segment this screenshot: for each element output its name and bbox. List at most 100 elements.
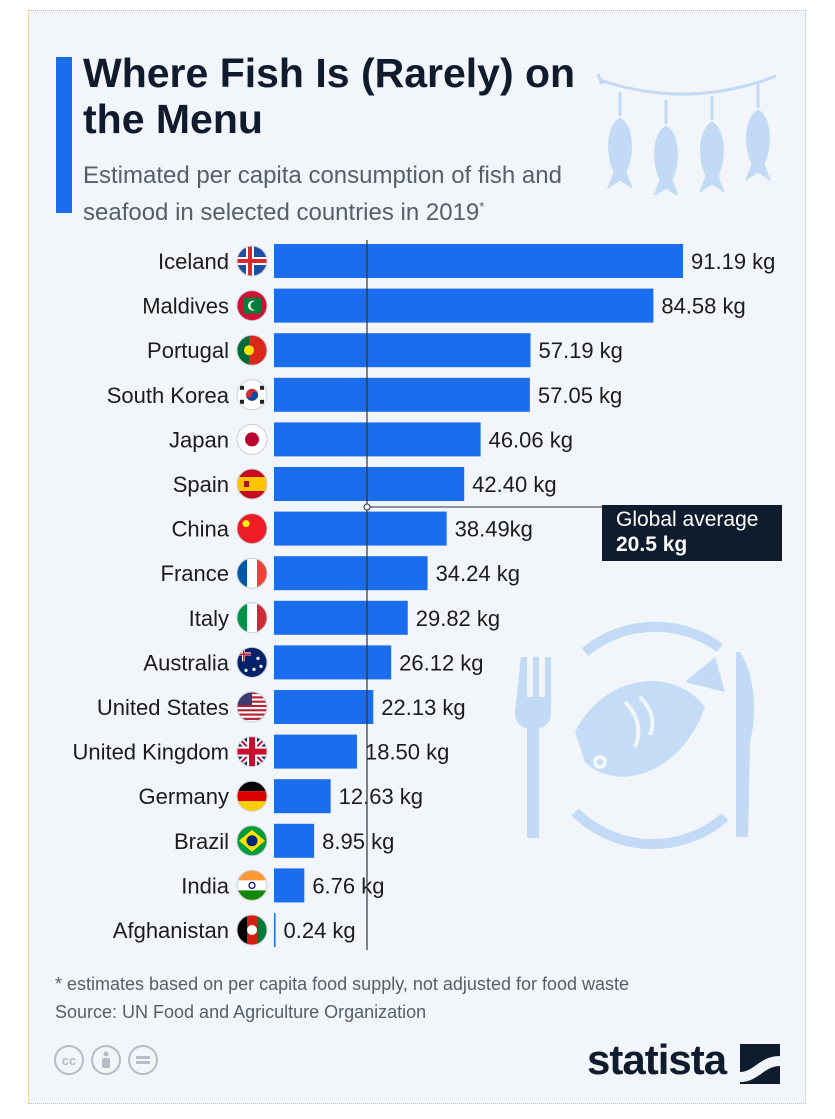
bar-row-spain: Spain 42.40 kg: [173, 467, 557, 501]
bar-row-china: China 38.49kg: [172, 511, 533, 546]
chart-title: Where Fish Is (Rarely) on the Menu: [83, 50, 576, 142]
bar-row-united-kingdom: United Kingdom 18.50 kg: [72, 734, 449, 769]
bar-row-portugal: Portugal 57.19 kg: [147, 333, 623, 368]
statista-logo-text: statista: [587, 1036, 727, 1083]
value-label: 0.24 kg: [284, 918, 356, 943]
category-label: Brazil: [174, 829, 229, 854]
portugal-flag-icon: [236, 334, 268, 366]
value-label: 84.58 kg: [661, 294, 745, 319]
no-derivatives-icon: [128, 1045, 158, 1075]
category-label: Italy: [189, 606, 229, 631]
germany-flag-icon: [236, 780, 268, 812]
plate-fish-icon: [515, 621, 755, 850]
bar-united-kingdom: [274, 734, 357, 769]
footnote: * estimates based on per capita food sup…: [55, 970, 629, 1026]
bar-india: [274, 868, 305, 903]
united-states-flag-icon: [236, 691, 268, 723]
bar-japan: [274, 422, 481, 457]
italy-flag-icon: [236, 602, 268, 634]
chart-subtitle: Estimated per capita consumption of fish…: [83, 160, 603, 228]
value-label: 6.76 kg: [312, 873, 384, 898]
category-label: Afghanistan: [113, 918, 229, 943]
category-label: United States: [97, 695, 229, 720]
category-label: China: [172, 517, 230, 542]
china-flag-icon: [236, 513, 268, 545]
category-label: Portugal: [147, 338, 229, 363]
value-label: 57.05 kg: [538, 383, 622, 408]
category-label: United Kingdom: [72, 740, 229, 765]
value-label: 26.12 kg: [399, 650, 483, 675]
value-label: 34.24 kg: [436, 561, 520, 586]
subtitle-footnote-mark: *: [479, 199, 485, 214]
category-label: Spain: [173, 472, 229, 497]
bar-row-france: France 34.24 kg: [161, 556, 520, 591]
subtitle-text: Estimated per capita consumption of fish…: [83, 162, 562, 226]
creative-commons-icon: cc: [54, 1045, 84, 1075]
bar-france: [274, 556, 428, 591]
bar-row-japan: Japan 46.06 kg: [169, 422, 573, 457]
category-label: Maldives: [142, 294, 229, 319]
hanging-fish-icon: [596, 73, 777, 195]
title-accent-bar: [56, 57, 72, 213]
footnote-source: Source: UN Food and Agriculture Organiza…: [55, 1002, 427, 1022]
bar-row-south-korea: South Korea 57.05 kg: [107, 377, 622, 412]
license-icons: cc: [54, 1045, 158, 1075]
bar-south-korea: [274, 377, 530, 412]
japan-flag-icon: [236, 423, 268, 455]
value-label: 8.95 kg: [322, 829, 394, 854]
footnote-note: * estimates based on per capita food sup…: [55, 974, 630, 994]
united-kingdom-flag-icon: [236, 736, 268, 768]
bar-spain: [274, 467, 465, 501]
category-label: India: [181, 873, 229, 898]
bar-row-afghanistan: Afghanistan 0.24 kg: [113, 913, 356, 947]
france-flag-icon: [236, 557, 268, 589]
bar-afghanistan: [274, 913, 276, 947]
value-label: 42.40 kg: [472, 472, 556, 497]
value-label: 22.13 kg: [381, 695, 465, 720]
bar-germany: [274, 779, 331, 814]
statista-logo-icon: [740, 1044, 780, 1084]
value-label: 12.63 kg: [339, 784, 423, 809]
india-flag-icon: [236, 869, 268, 901]
iceland-flag-icon: [236, 245, 268, 277]
bar-italy: [274, 600, 408, 635]
global-average-callout: Global average 20.5 kg: [602, 505, 782, 561]
bar-china: [274, 511, 447, 546]
attribution-icon: [91, 1045, 121, 1075]
australia-flag-icon: [236, 646, 268, 678]
global-average-marker: [363, 503, 371, 511]
bar-australia: [274, 645, 392, 680]
bar-portugal: [274, 333, 531, 368]
bar-brazil: [274, 823, 315, 858]
value-label: 29.82 kg: [416, 606, 500, 631]
value-label: 38.49kg: [455, 517, 533, 542]
brazil-flag-icon: [236, 825, 268, 857]
bar-row-brazil: Brazil 8.95 kg: [174, 823, 394, 858]
bar-chart: Iceland 91.19 kg Maldives 84.58 kg Portugal 5…: [72, 240, 775, 950]
category-label: Australia: [143, 650, 229, 675]
category-label: Germany: [139, 784, 229, 809]
maldives-flag-icon: [236, 290, 268, 322]
category-label: South Korea: [107, 383, 230, 408]
spain-flag-icon: [236, 468, 268, 500]
bar-row-united-states: United States 22.13 kg: [97, 690, 466, 724]
bar-row-india: India 6.76 kg: [181, 868, 384, 903]
value-label: 46.06 kg: [489, 427, 573, 452]
bar-united-states: [274, 690, 374, 724]
bar-iceland: [274, 244, 683, 278]
value-label: 57.19 kg: [539, 338, 623, 363]
bar-row-maldives: Maldives 84.58 kg: [142, 288, 746, 323]
bar-row-italy: Italy 29.82 kg: [189, 600, 500, 635]
callout-value: 20.5 kg: [616, 533, 688, 556]
callout-label: Global average: [616, 508, 759, 531]
bar-maldives: [274, 288, 654, 323]
category-label: Japan: [169, 427, 229, 452]
category-label: Iceland: [158, 249, 229, 274]
afghanistan-flag-icon: [236, 914, 268, 946]
category-label: France: [161, 561, 229, 586]
south-korea-flag-icon: [236, 379, 268, 411]
value-label: 18.50 kg: [365, 740, 449, 765]
bar-row-germany: Germany 12.63 kg: [139, 779, 423, 814]
value-label: 91.19 kg: [691, 249, 775, 274]
bar-row-australia: Australia 26.12 kg: [143, 645, 484, 680]
